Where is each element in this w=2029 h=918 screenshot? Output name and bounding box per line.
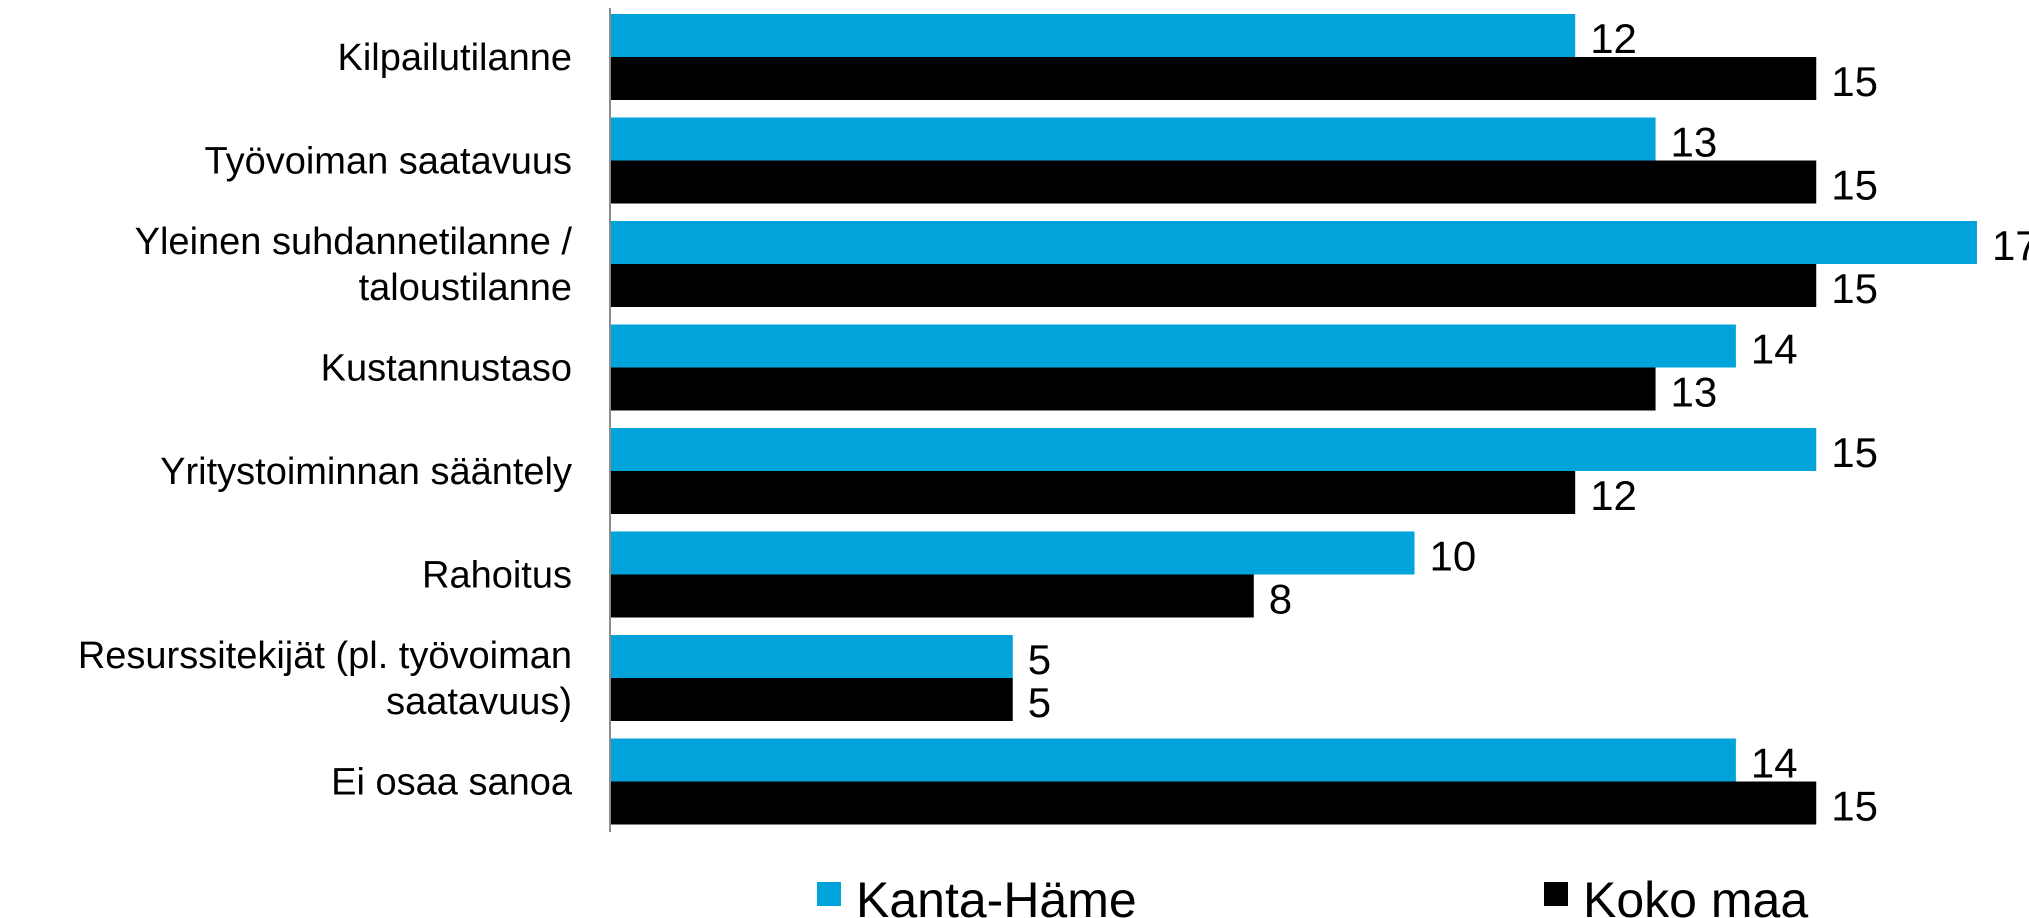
value-label-kanta-hame-rahoitus: 10 [1430, 533, 1477, 580]
category-label-line: Kustannustaso [321, 348, 572, 390]
value-label-koko-maa-kustannustaso: 13 [1671, 369, 1718, 416]
category-label-yleinen-suhdannetilanne-taloustilanne: Yleinen suhdannetilanne / taloustilanne [135, 221, 573, 309]
legend-swatch-kanta-hame [817, 882, 841, 906]
category-label-ei-osaa-sanoa: Ei osaa sanoa [331, 762, 573, 804]
bar-kanta-hame-yleinen-suhdannetilanne-taloustilanne [611, 221, 1977, 264]
value-label-koko-maa-rahoitus: 8 [1269, 576, 1292, 623]
bar-kanta-hame-tyovoiman-saatavuus [611, 117, 1656, 161]
value-label-kanta-hame-tyovoiman-saatavuus: 13 [1671, 119, 1718, 166]
category-label-kustannustaso: Kustannustaso [321, 348, 572, 390]
value-label-koko-maa-resurssitekijat-pl-tyovoiman-saatavuus: 5 [1028, 679, 1051, 726]
bar-koko-maa-rahoitus [611, 574, 1254, 618]
bar-kanta-hame-kilpailutilanne [611, 14, 1576, 57]
bar-koko-maa-yleinen-suhdannetilanne-taloustilanne [611, 264, 1817, 307]
value-label-koko-maa-yleinen-suhdannetilanne-taloustilanne: 15 [1831, 265, 1878, 312]
bar-koko-maa-tyovoiman-saatavuus [611, 160, 1817, 204]
bar-kanta-hame-ei-osaa-sanoa [611, 738, 1736, 782]
bar-kanta-hame-rahoitus [611, 531, 1415, 575]
category-label-kilpailutilanne: Kilpailutilanne [338, 37, 573, 79]
bar-koko-maa-kustannustaso [611, 367, 1656, 411]
category-label-rahoitus: Rahoitus [422, 555, 572, 597]
bar-koko-maa-kilpailutilanne [611, 57, 1817, 100]
category-label-line: Yleinen suhdannetilanne / [135, 221, 573, 263]
category-label-line: Resurssitekijät (pl. työvoiman [78, 635, 572, 677]
value-labels: 12 15 13 15 17 15 14 13 15 12 10 8 55 14 15 [1028, 15, 2029, 830]
bars-group [611, 14, 1977, 825]
bar-koko-maa-yritystoiminnan-saantely [611, 471, 1576, 514]
value-label-kanta-hame-kilpailutilanne: 12 [1590, 15, 1637, 62]
value-label-koko-maa-ei-osaa-sanoa: 15 [1831, 783, 1878, 830]
legend-swatch-koko-maa [1544, 882, 1568, 906]
legend-label-kanta-hame: Kanta-Häme [856, 872, 1137, 918]
value-label-kanta-hame-kustannustaso: 14 [1751, 326, 1798, 373]
category-label-line: Yritystoiminnan sääntely [160, 451, 572, 493]
value-label-kanta-hame-yritystoiminnan-saantely: 15 [1831, 429, 1878, 476]
category-label-line: Työvoiman saatavuus [204, 141, 572, 183]
bar-koko-maa-ei-osaa-sanoa [611, 781, 1817, 825]
value-label-kanta-hame-yleinen-suhdannetilanne-taloustilanne: 17 [1992, 222, 2029, 269]
category-labels: Kilpailutilanne Työvoiman saatavuus Yleine… [78, 37, 573, 804]
legend: Kanta-Häme Koko maa [817, 872, 1808, 918]
category-label-line: Kilpailutilanne [338, 37, 573, 79]
value-label-kanta-hame-resurssitekijat-pl-tyovoiman-saatavuus: 5 [1028, 636, 1051, 683]
category-label-resurssitekijat-pl-tyovoiman-saatavuus: Resurssitekijät (pl. työvoiman saatavuus) [78, 635, 572, 723]
category-label-line: saatavuus) [386, 681, 572, 723]
bar-kanta-hame-resurssitekijat-pl-tyovoiman-saatavuus [611, 635, 1013, 678]
bar-kanta-hame-kustannustaso [611, 324, 1736, 368]
bar-koko-maa-resurssitekijat-pl-tyovoiman-saatavuus [611, 678, 1013, 721]
category-label-line: Rahoitus [422, 555, 572, 597]
value-label-koko-maa-yritystoiminnan-saantely: 12 [1590, 472, 1637, 519]
bar-kanta-hame-yritystoiminnan-saantely [611, 428, 1817, 471]
category-label-line: Ei osaa sanoa [331, 762, 573, 804]
category-label-yritystoiminnan-saantely: Yritystoiminnan sääntely [160, 451, 572, 493]
legend-label-koko-maa: Koko maa [1583, 872, 1808, 918]
value-label-koko-maa-kilpailutilanne: 15 [1831, 58, 1878, 105]
value-label-kanta-hame-ei-osaa-sanoa: 14 [1751, 740, 1798, 787]
category-label-line: taloustilanne [359, 267, 572, 309]
value-label-koko-maa-tyovoiman-saatavuus: 15 [1831, 162, 1878, 209]
category-label-tyovoiman-saatavuus: Työvoiman saatavuus [204, 141, 572, 183]
